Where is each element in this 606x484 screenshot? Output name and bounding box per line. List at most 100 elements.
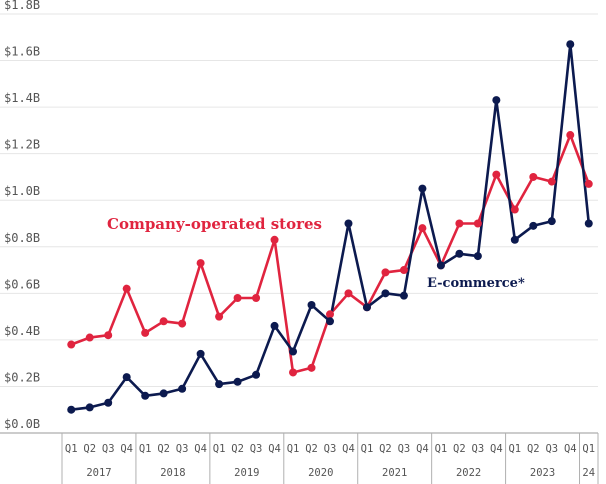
x-tick-label: Q2 [83,443,96,455]
data-point-company-operated-stores [233,293,242,302]
series-line-company-operated-stores [70,133,591,374]
data-point-e-commerce [289,347,298,356]
data-point-company-operated-stores [566,131,575,140]
y-tick-label: $0.6B [4,277,40,291]
y-tick-label: $0.8B [4,231,40,245]
y-tick-label: $1.2B [4,138,40,152]
x-tick-label: Q4 [120,443,133,455]
data-point-e-commerce [270,321,279,330]
x-tick-label: Q2 [453,443,466,455]
y-tick-label: $0.4B [4,324,40,338]
data-point-e-commerce [510,235,519,244]
year-label: 2017 [86,467,111,479]
x-tick-label: Q4 [194,443,207,455]
x-tick-label: Q3 [324,443,337,455]
data-point-company-operated-stores [547,177,556,186]
x-tick-label: Q4 [342,443,355,455]
data-point-company-operated-stores [455,219,464,228]
x-tick-label: Q2 [379,443,392,455]
data-point-e-commerce [547,217,556,226]
data-point-company-operated-stores [67,340,76,349]
y-tick-label: $1.6B [4,45,40,59]
year-label: 2020 [308,467,333,479]
x-tick-label: Q3 [250,443,263,455]
data-point-e-commerce [141,391,150,400]
x-tick-label: Q1 [139,443,152,455]
data-point-company-operated-stores [85,333,94,342]
y-tick-label: $1.8B [4,0,40,12]
data-point-e-commerce [418,184,427,193]
data-point-company-operated-stores [529,172,538,181]
data-point-e-commerce [326,317,334,326]
year-label: 2018 [160,467,185,479]
data-point-e-commerce [566,40,575,49]
x-tick-label: Q3 [102,443,115,455]
data-point-e-commerce [344,219,353,228]
x-tick-label: Q4 [416,443,429,455]
data-point-e-commerce [85,403,94,412]
y-axis-tick-labels: $0.0B $0.2B $0.4B $0.6B $0.8B $1.0B $1.2B $1.4B… [4,0,40,431]
data-point-company-operated-stores [584,179,593,188]
data-point-e-commerce [122,373,131,382]
data-point-e-commerce [196,349,205,358]
data-point-company-operated-stores [381,268,390,277]
data-point-e-commerce [178,384,187,393]
x-tick-label: Q4 [564,443,577,455]
data-point-company-operated-stores [215,312,224,321]
x-tick-label: Q4 [490,443,503,455]
x-tick-label: Q1 [435,443,448,455]
series-points [67,40,593,414]
x-tick-label: Q3 [545,443,558,455]
year-label: 2021 [382,467,407,479]
y-tick-label: $1.4B [4,91,40,105]
data-point-company-operated-stores [510,205,519,214]
data-point-e-commerce [455,249,464,258]
data-point-e-commerce [104,398,113,407]
data-point-e-commerce [529,221,538,230]
data-point-e-commerce [473,252,482,261]
data-point-company-operated-stores [344,289,353,298]
data-point-company-operated-stores [289,368,298,377]
data-point-company-operated-stores [141,328,150,337]
x-tick-label: Q3 [176,443,189,455]
year-label: 2019 [234,467,259,479]
data-point-e-commerce [215,380,224,389]
data-point-company-operated-stores [418,224,427,233]
x-axis: Q1 Q2 Q3 Q4 Q1 Q2 Q3 Q4 Q1 Q2 Q3 Q4 Q1 Q2 Q3 Q4 Q1 Q2 Q3 Q4… [61,433,599,484]
data-point-company-operated-stores [492,170,501,179]
data-point-e-commerce [307,300,316,309]
y-tick-label: $1.0B [4,184,40,198]
data-point-company-operated-stores [178,319,187,328]
data-point-company-operated-stores [252,293,261,302]
data-point-e-commerce [381,289,390,298]
data-point-e-commerce [159,389,168,398]
x-tick-label: Q4 [268,443,281,455]
y-tick-label: $0.2B [4,370,40,384]
data-point-e-commerce [584,219,593,228]
x-tick-label: Q1 [361,443,374,455]
year-label: 2023 [530,467,555,479]
data-point-e-commerce [492,96,501,105]
data-point-company-operated-stores [473,219,482,228]
x-tick-label: Q2 [231,443,244,455]
x-tick-label: Q2 [527,443,540,455]
x-tick-label: Q1 [287,443,300,455]
data-point-company-operated-stores [104,331,113,340]
data-point-e-commerce [67,405,76,414]
data-point-e-commerce [436,261,445,270]
x-tick-label: Q3 [472,443,485,455]
x-tick-label: Q1 [65,443,78,455]
x-tick-label: Q1 [582,443,595,455]
data-point-e-commerce [362,303,371,312]
x-tick-label: Q1 [508,443,521,455]
series-label-e-commerce: E-commerce* [427,276,525,291]
year-label: 24 [582,467,595,479]
data-point-company-operated-stores [270,235,279,244]
data-point-company-operated-stores [307,363,316,372]
data-point-company-operated-stores [326,310,334,319]
data-point-e-commerce [252,370,261,379]
data-point-company-operated-stores [196,259,205,268]
year-label: 2022 [456,467,481,479]
x-tick-label: Q3 [398,443,411,455]
